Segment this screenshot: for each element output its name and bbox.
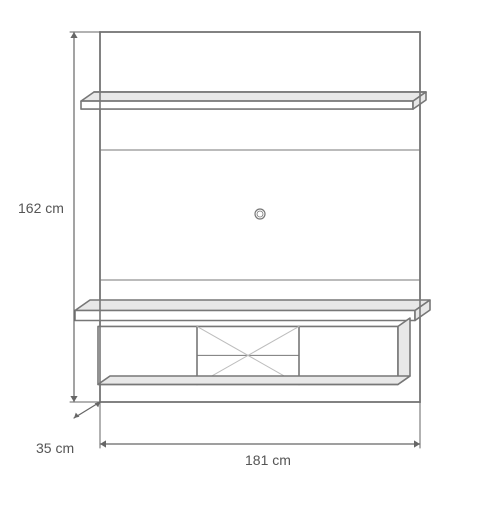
furniture-drawing — [0, 0, 500, 500]
height-dimension-label: 162 cm — [18, 200, 64, 216]
diagram-stage: 162 cm 181 cm 35 cm — [0, 0, 500, 500]
depth-dimension-label: 35 cm — [36, 440, 74, 456]
width-dimension-label: 181 cm — [245, 452, 291, 468]
